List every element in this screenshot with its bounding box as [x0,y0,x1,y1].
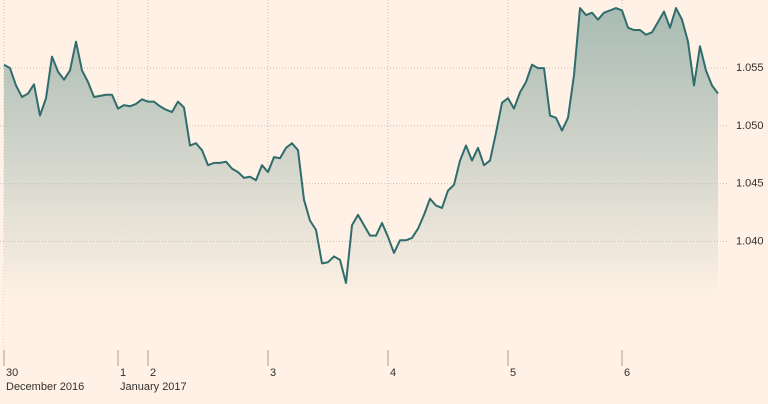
x-tick-label: 5 [510,367,516,379]
x-tick-label: 3 [270,367,276,379]
x-tick-label: 2 [150,367,156,379]
x-group-label: January 2017 [120,381,187,393]
x-group-label: December 2016 [6,381,84,393]
area [4,8,718,350]
x-tick-label: 4 [390,367,396,379]
x-tick-label: 6 [624,367,630,379]
price-line [3,7,719,285]
x-tick-label: 1 [120,367,126,379]
y-tick-label: 1.050 [736,120,764,132]
y-tick-label: 1.040 [736,235,764,247]
y-tick-label: 1.055 [736,62,764,74]
y-tick-label: 1.045 [736,178,764,190]
x-tick-label: 30 [6,367,18,379]
